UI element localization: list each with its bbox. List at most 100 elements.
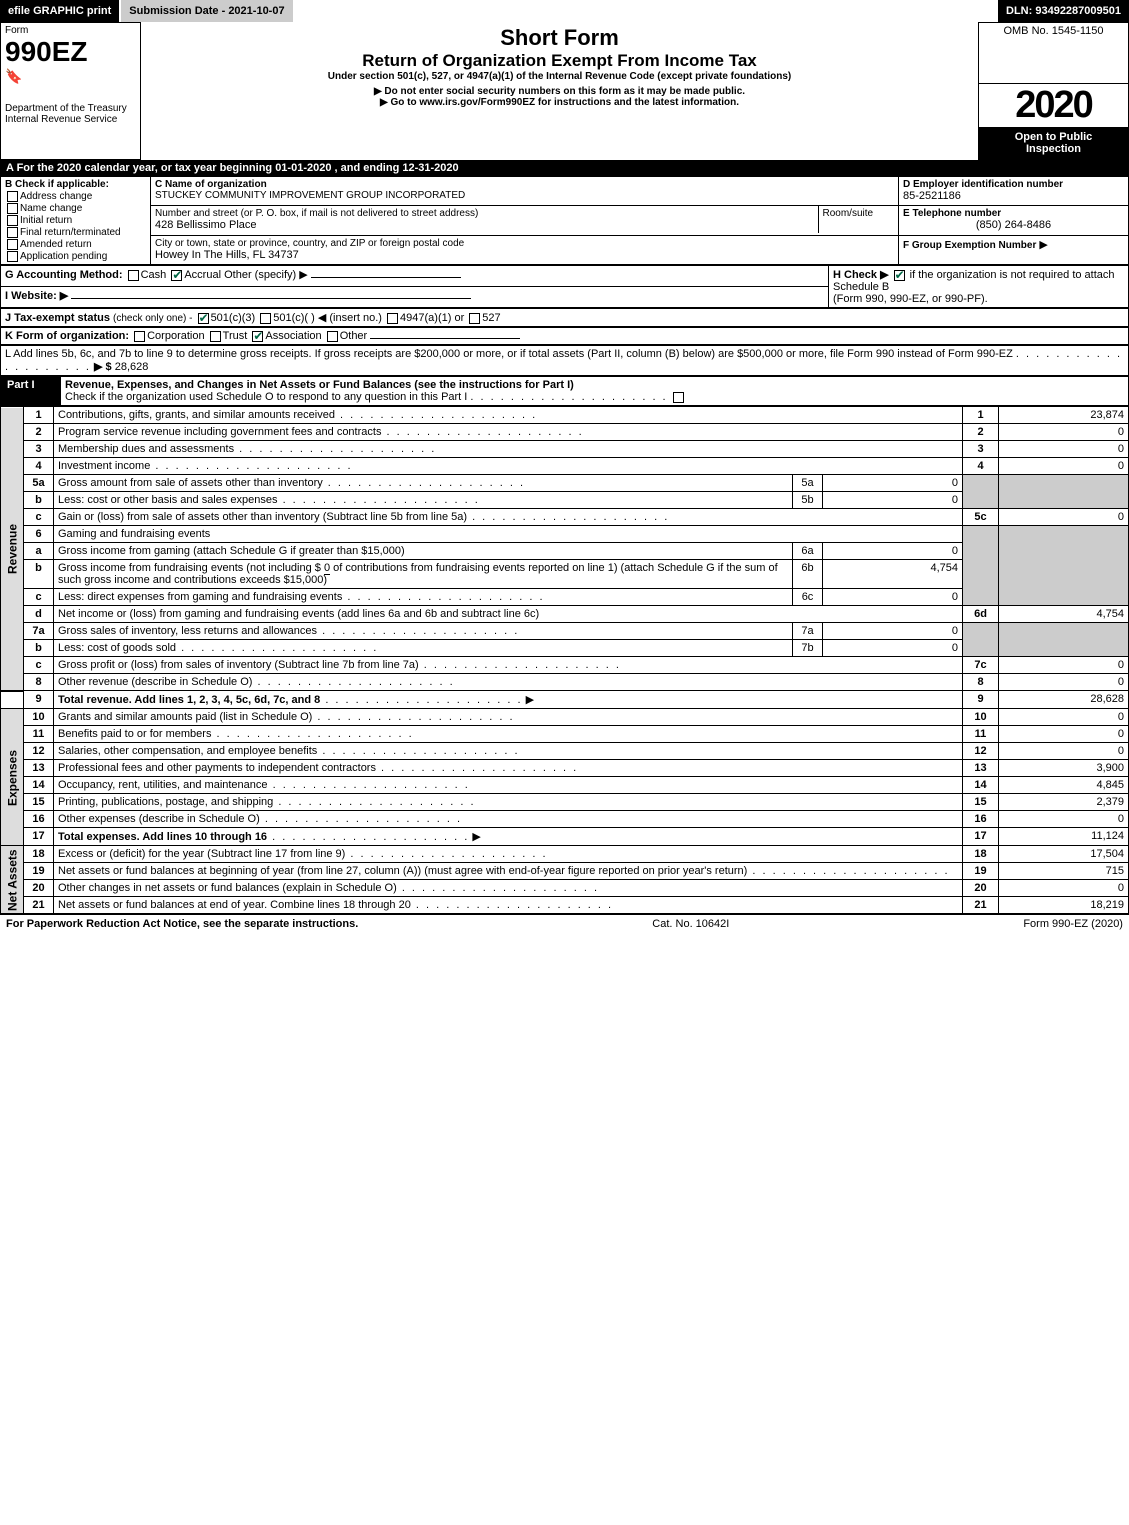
ln18-num: 18 <box>24 846 54 863</box>
chk-accrual[interactable] <box>171 270 182 281</box>
chk-address-change[interactable]: Address change <box>5 190 146 202</box>
ln12-num: 12 <box>24 743 54 760</box>
ln6b-num: b <box>24 560 54 589</box>
chk-501c3[interactable] <box>198 313 209 324</box>
ln3-num: 3 <box>24 441 54 458</box>
chk-amended-return[interactable]: Amended return <box>5 238 146 250</box>
box-f-label: F Group Exemption Number <box>903 240 1036 251</box>
chk-application-pending[interactable]: Application pending <box>5 250 146 262</box>
opt-cash: Cash <box>141 269 167 281</box>
submission-date: Submission Date - 2021-10-07 <box>121 0 294 22</box>
gh-table: G Accounting Method: Cash Accrual Other … <box>0 265 1129 308</box>
inspect-line2: Inspection <box>1026 143 1081 155</box>
chk-schedule-b[interactable] <box>894 270 905 281</box>
open-to-public: Open to Public Inspection <box>979 127 1128 159</box>
ln9-rn: 9 <box>963 691 999 709</box>
opt-trust: Trust <box>223 330 248 342</box>
box-g-label: G Accounting Method: <box>5 269 123 281</box>
ln6b-sn: 6b <box>793 560 823 589</box>
ln16-rn: 16 <box>963 811 999 828</box>
ln5c-val: 0 <box>999 509 1129 526</box>
ln11-val: 0 <box>999 726 1129 743</box>
tax-year: 2020 <box>979 84 1128 127</box>
ln5c-text: Gain or (loss) from sale of assets other… <box>58 511 467 523</box>
box-l-text: L Add lines 5b, 6c, and 7b to line 9 to … <box>5 348 1013 360</box>
top-bar: efile GRAPHIC print Submission Date - 20… <box>0 0 1129 22</box>
ln15-text: Printing, publications, postage, and shi… <box>58 796 273 808</box>
opt-assoc: Association <box>265 330 321 342</box>
ln6c-text: Less: direct expenses from gaming and fu… <box>58 591 342 603</box>
ln17-val: 11,124 <box>999 828 1129 846</box>
website-input[interactable] <box>71 298 471 299</box>
ln16-text: Other expenses (describe in Schedule O) <box>58 813 260 825</box>
ln18-text: Excess or (deficit) for the year (Subtra… <box>58 848 345 860</box>
box-f-arrow: ▶ <box>1039 239 1047 251</box>
box-l-row: L Add lines 5b, 6c, and 7b to line 9 to … <box>1 346 1129 376</box>
chk-schedule-o[interactable] <box>673 392 684 403</box>
ln21-rn: 21 <box>963 897 999 914</box>
footer-left: For Paperwork Reduction Act Notice, see … <box>6 918 358 930</box>
ln15-val: 2,379 <box>999 794 1129 811</box>
box-k-row: K Form of organization: Corporation Trus… <box>1 328 1129 345</box>
chk-501c[interactable] <box>260 313 271 324</box>
other-method-input[interactable] <box>311 277 461 278</box>
ln9-num: 9 <box>24 691 54 709</box>
box-i-label: I Website: ▶ <box>5 290 68 302</box>
expenses-vlabel: Expenses <box>1 709 24 846</box>
chk-cash[interactable] <box>128 270 139 281</box>
room-label: Room/suite <box>823 208 895 219</box>
ln6a-num: a <box>24 543 54 560</box>
under-section: Under section 501(c), 527, or 4947(a)(1)… <box>145 71 974 82</box>
chk-other-org[interactable] <box>327 331 338 342</box>
ln5a-text: Gross amount from sale of assets other t… <box>58 477 323 489</box>
form-number: 990EZ <box>5 36 136 68</box>
ln7c-val: 0 <box>999 657 1129 674</box>
other-org-input[interactable] <box>370 338 520 339</box>
ln5c-num: c <box>24 509 54 526</box>
chk-trust[interactable] <box>210 331 221 342</box>
ln6b-sv: 4,754 <box>823 560 963 589</box>
ln16-num: 16 <box>24 811 54 828</box>
footer-mid: Cat. No. 10642I <box>652 918 729 930</box>
chk-name-change[interactable]: Name change <box>5 202 146 214</box>
ln21-text: Net assets or fund balances at end of ye… <box>58 899 411 911</box>
ln10-val: 0 <box>999 709 1129 726</box>
ln9-val: 28,628 <box>999 691 1129 709</box>
ln3-text: Membership dues and assessments <box>58 443 234 455</box>
goto-link[interactable]: ▶ Go to www.irs.gov/Form990EZ for instru… <box>145 97 974 108</box>
ln6d-text: Net income or (loss) from gaming and fun… <box>54 606 963 623</box>
chk-527[interactable] <box>469 313 480 324</box>
main-title: Return of Organization Exempt From Incom… <box>145 51 974 71</box>
chk-4947[interactable] <box>387 313 398 324</box>
dln-label: DLN: 93492287009501 <box>998 0 1129 22</box>
opt-address: Address change <box>20 191 92 202</box>
ln5b-sn: 5b <box>793 492 823 509</box>
ln4-val: 0 <box>999 458 1129 475</box>
ln5a-num: 5a <box>24 475 54 492</box>
ln4-rn: 4 <box>963 458 999 475</box>
ln6a-text: Gross income from gaming (attach Schedul… <box>54 543 793 560</box>
ln6d-val: 4,754 <box>999 606 1129 623</box>
ln21-val: 18,219 <box>999 897 1129 914</box>
dept-treasury: Department of the Treasury <box>5 103 136 114</box>
ln14-num: 14 <box>24 777 54 794</box>
topbar-spacer <box>295 0 998 22</box>
org-name: STUCKEY COMMUNITY IMPROVEMENT GROUP INCO… <box>155 190 894 201</box>
ln7a-text: Gross sales of inventory, less returns a… <box>58 625 317 637</box>
chk-corp[interactable] <box>134 331 145 342</box>
ln7c-text: Gross profit or (loss) from sales of inv… <box>58 659 419 671</box>
ln14-rn: 14 <box>963 777 999 794</box>
ln2-text: Program service revenue including govern… <box>58 426 381 438</box>
opt-final: Final return/terminated <box>20 227 121 238</box>
chk-initial-return[interactable]: Initial return <box>5 214 146 226</box>
chk-assoc[interactable] <box>252 331 263 342</box>
part-i-tab: Part I <box>1 377 41 393</box>
ln12-val: 0 <box>999 743 1129 760</box>
ln6-num: 6 <box>24 526 54 543</box>
ln19-text: Net assets or fund balances at beginning… <box>58 865 747 877</box>
chk-final-return[interactable]: Final return/terminated <box>5 226 146 238</box>
ln2-val: 0 <box>999 424 1129 441</box>
part-i-table: Revenue 1 Contributions, gifts, grants, … <box>0 406 1129 914</box>
ln8-text: Other revenue (describe in Schedule O) <box>58 676 252 688</box>
ln5a-sv: 0 <box>823 475 963 492</box>
